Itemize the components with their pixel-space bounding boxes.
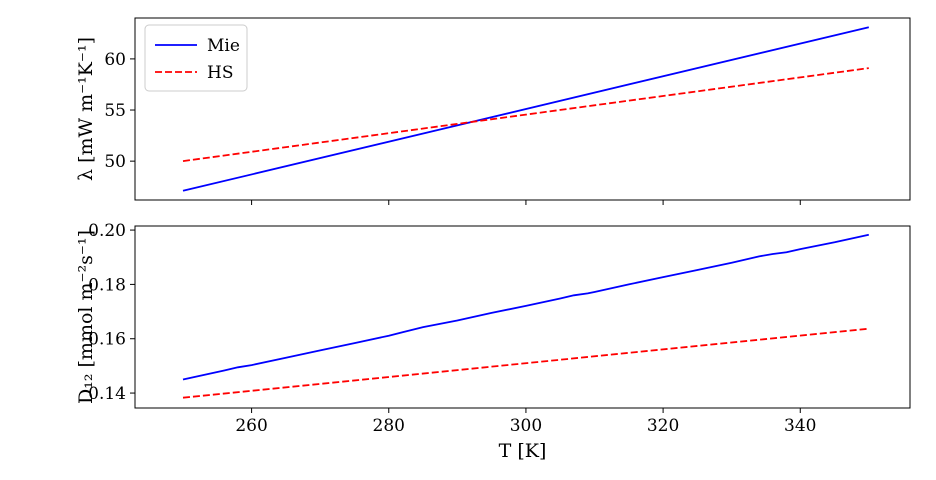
y-tick-label: 0.18 (88, 275, 126, 295)
y-tick-label: 0.14 (88, 384, 126, 404)
y-tick-label: 55 (104, 101, 126, 121)
x-tick-label: 300 (510, 416, 542, 436)
y-axis-label: D₁₂ [mmol m⁻²s⁻¹] (75, 230, 97, 404)
legend-box (144, 24, 248, 92)
y-tick-label: 50 (104, 152, 126, 172)
top-panel-thermal-conductivity: 50 55 60 λ [mW m⁻¹K⁻¹] Mie HS (75, 17, 911, 205)
series-line-mie (182, 233, 869, 381)
legend-label-hs: HS (207, 63, 233, 83)
legend: Mie HS (144, 24, 248, 92)
series-line-hs (182, 67, 869, 162)
series-line-mie (182, 26, 870, 192)
y-tick-label: 0.20 (88, 221, 126, 241)
x-tick-label: 340 (784, 416, 816, 436)
x-tick-label: 280 (373, 416, 405, 436)
legend-label-mie: Mie (207, 36, 240, 56)
y-axis-label: λ [mW m⁻¹K⁻¹] (75, 37, 97, 181)
plot-frame (134, 17, 911, 201)
x-tick-label: 260 (235, 416, 267, 436)
x-axis-label: T [K] (499, 440, 547, 462)
y-tick-label: 60 (104, 50, 126, 70)
plot-frame (134, 225, 911, 409)
x-tick-label: 320 (647, 416, 679, 436)
y-tick-label: 0.16 (88, 330, 126, 350)
series-line-hs (182, 327, 869, 399)
